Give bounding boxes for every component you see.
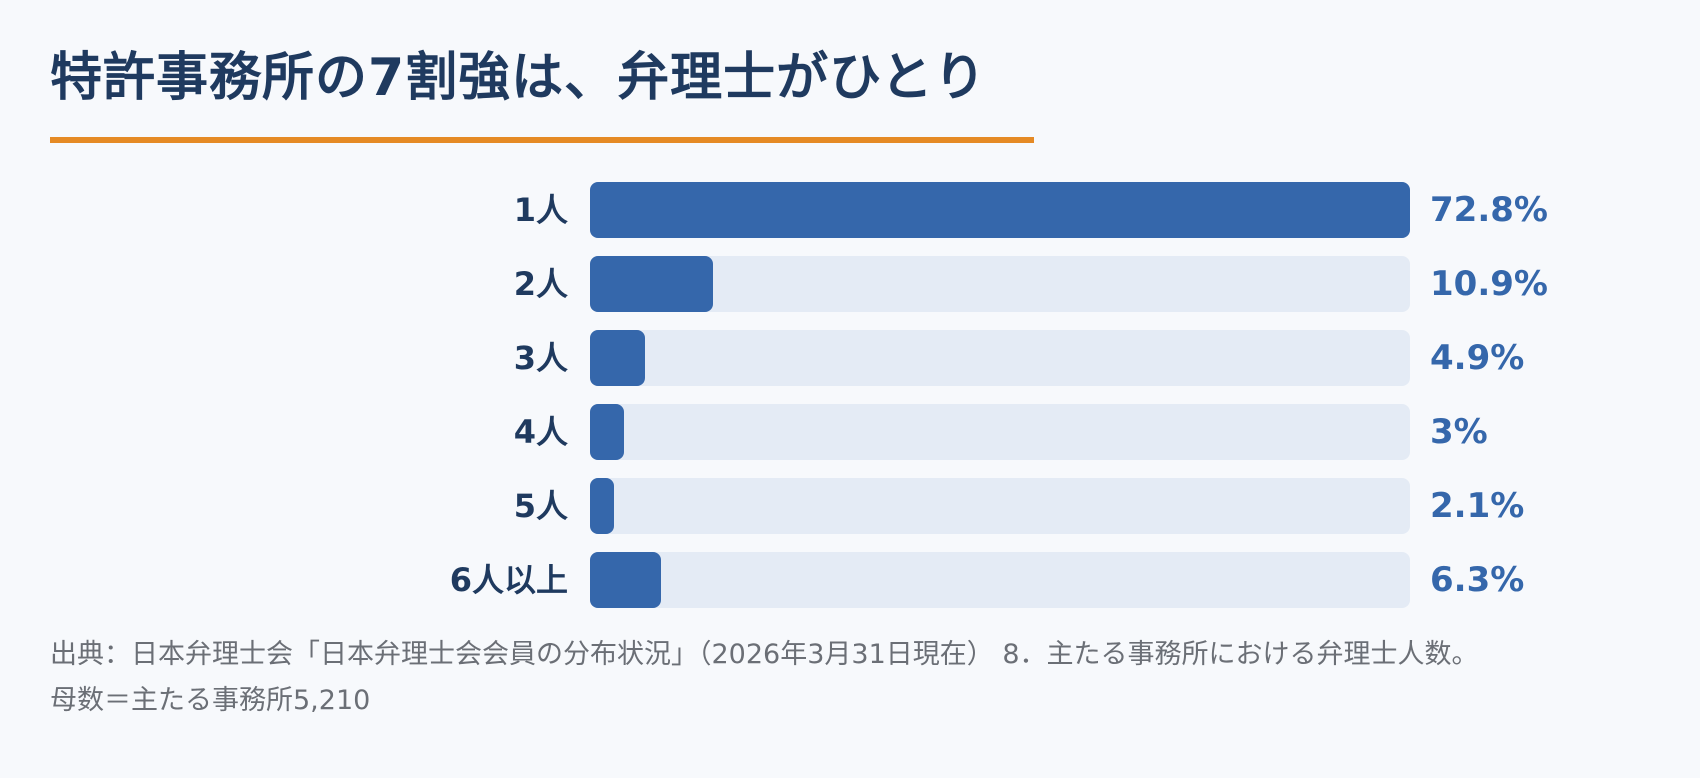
bar	[590, 404, 624, 460]
value-label: 72.8%	[1430, 190, 1548, 230]
chart-title: 特許事務所の7割強は、弁理士がひとり	[50, 48, 987, 108]
bar-track	[590, 404, 1410, 460]
title-underline	[50, 137, 1034, 143]
bar-row: 5人 2.1%	[0, 478, 1700, 534]
source-note: 出典：日本弁理士会「日本弁理士会会員の分布状況」（2026年3月31日現在） 8…	[50, 632, 1670, 724]
value-label: 4.9%	[1430, 338, 1525, 378]
bar-row: 4人 3%	[0, 404, 1700, 460]
bar-track	[590, 182, 1410, 238]
bar-track	[590, 330, 1410, 386]
bar-track	[590, 552, 1410, 608]
bar	[590, 552, 661, 608]
category-label: 6人以上	[449, 561, 568, 599]
source-line-2: 母数＝主たる事務所5,210	[50, 685, 371, 716]
value-label: 2.1%	[1430, 486, 1525, 526]
bar	[590, 330, 645, 386]
category-label: 1人	[513, 191, 568, 229]
bar	[590, 478, 614, 534]
category-label: 3人	[513, 339, 568, 377]
value-label: 10.9%	[1430, 264, 1548, 304]
bar-track	[590, 256, 1410, 312]
bar	[590, 182, 1410, 238]
bar-row: 6人以上 6.3%	[0, 552, 1700, 608]
value-label: 6.3%	[1430, 560, 1525, 600]
bar-chart: 1人 72.8% 2人 10.9% 3人 4.9% 4人 3% 5人 2.1% 6人以上 6.3%	[0, 182, 1700, 608]
category-label: 4人	[513, 413, 568, 451]
category-label: 5人	[513, 487, 568, 525]
source-line-1: 出典：日本弁理士会「日本弁理士会会員の分布状況」（2026年3月31日現在） 8…	[50, 639, 1479, 670]
bar-row: 3人 4.9%	[0, 330, 1700, 386]
bar-row: 2人 10.9%	[0, 256, 1700, 312]
bar-track	[590, 478, 1410, 534]
bar	[590, 256, 713, 312]
category-label: 2人	[513, 265, 568, 303]
value-label: 3%	[1430, 412, 1488, 452]
bar-row: 1人 72.8%	[0, 182, 1700, 238]
